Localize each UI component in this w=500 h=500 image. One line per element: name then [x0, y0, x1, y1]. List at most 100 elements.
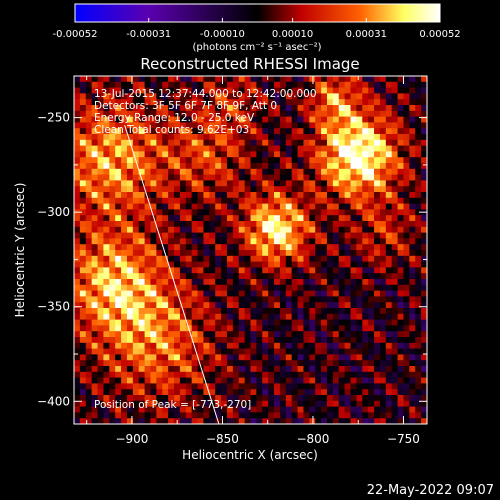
heatmap-cell [185, 174, 193, 181]
heatmap-cell [197, 296, 204, 303]
heatmap-cell [203, 261, 210, 268]
heatmap-cell [126, 360, 134, 367]
colorbar-ticks: -0.00052 -0.00031 -0.00010 0.00010 0.00031 0.… [53, 18, 461, 40]
heatmap-cell [97, 87, 104, 94]
heatmap-cell [103, 215, 110, 222]
heatmap-cell [244, 255, 251, 262]
heatmap-cell [156, 308, 163, 315]
heatmap-cell [132, 377, 140, 384]
heatmap-cell [250, 157, 257, 164]
heatmap-cell [279, 290, 287, 297]
heatmap-cell [238, 122, 246, 129]
heatmap-cell [191, 81, 198, 88]
heatmap-cell [232, 122, 240, 129]
heatmap-cell [279, 105, 287, 112]
heatmap-cell [226, 168, 234, 175]
heatmap-cell [279, 296, 287, 303]
heatmap-cell [356, 145, 363, 152]
heatmap-cell [74, 342, 81, 349]
heatmap-cell [332, 319, 340, 326]
heatmap-cell [203, 87, 210, 94]
heatmap-cell [203, 366, 210, 373]
colorbar-tick-label: 0.00031 [346, 29, 387, 40]
heatmap-cell [268, 313, 275, 320]
heatmap-cell [174, 377, 181, 384]
heatmap-cell [162, 360, 169, 367]
heatmap-cell [350, 192, 357, 199]
heatmap-cell [362, 197, 369, 204]
heatmap-cell [332, 163, 340, 170]
heatmap-cell [338, 406, 346, 413]
heatmap-cell [215, 302, 222, 309]
heatmap-cell [297, 412, 304, 419]
heatmap-cell [244, 186, 251, 193]
heatmap-cell [79, 412, 87, 419]
heatmap-cell [132, 279, 140, 286]
heatmap-cell [379, 93, 387, 100]
heatmap-cell [250, 296, 257, 303]
heatmap-cell [144, 192, 151, 199]
heatmap-cell [138, 400, 145, 407]
heatmap-cell [274, 105, 281, 112]
heatmap-cell [221, 244, 228, 251]
heatmap-cell [162, 209, 169, 216]
heatmap-cell [421, 157, 427, 164]
heatmap-cell [338, 319, 346, 326]
heatmap-cell [203, 105, 210, 112]
heatmap-cell [415, 116, 422, 123]
heatmap-cell [174, 395, 181, 402]
heatmap-cell [115, 163, 122, 170]
heatmap-cell [285, 389, 293, 396]
heatmap-cell [268, 371, 275, 378]
heatmap-cell [244, 99, 251, 106]
heatmap-cell [174, 93, 181, 100]
heatmap-cell [168, 273, 175, 280]
heatmap-cell [362, 93, 369, 100]
heatmap-cell [321, 139, 328, 146]
heatmap-cell [326, 412, 334, 419]
heatmap-cell [338, 151, 346, 158]
heatmap-cell [315, 122, 322, 129]
heatmap-cell [121, 163, 128, 170]
heatmap-cell [385, 244, 393, 251]
heatmap-cell [221, 99, 228, 106]
heatmap-cell [209, 331, 216, 338]
heatmap-cell [391, 244, 398, 251]
heatmap-cell [303, 284, 310, 291]
heatmap-cell [274, 412, 281, 419]
heatmap-cell [79, 377, 87, 384]
heatmap-cell [362, 87, 369, 94]
heatmap-cell [150, 342, 157, 349]
heatmap-cell [321, 261, 328, 268]
heatmap-cell [85, 209, 93, 216]
heatmap-cell [303, 186, 310, 193]
heatmap-cell [109, 116, 116, 123]
heatmap-cell [309, 81, 316, 88]
heatmap-cell [79, 122, 87, 129]
heatmap-cell [74, 116, 81, 123]
heatmap-cell [79, 418, 87, 424]
heatmap-cell [203, 418, 210, 424]
heatmap-cell [291, 366, 298, 373]
heatmap-cell [315, 174, 322, 181]
heatmap-cell [103, 273, 110, 280]
heatmap-cell [350, 105, 357, 112]
heatmap-cell [238, 325, 246, 332]
heatmap-cell [185, 366, 193, 373]
heatmap-cell [109, 331, 116, 338]
heatmap-cell [274, 250, 281, 257]
heatmap-cell [197, 261, 204, 268]
heatmap-cell [356, 331, 363, 338]
heatmap-cell [326, 395, 334, 402]
heatmap-cell [256, 87, 263, 94]
heatmap-cell [74, 157, 81, 164]
heatmap-cell [232, 261, 240, 268]
heatmap-cell [344, 105, 351, 112]
heatmap-cell [332, 221, 340, 228]
heatmap-cell [421, 412, 427, 419]
heatmap-cell [203, 151, 210, 158]
annotation-block: 13-Jul-2015 12:37:44.000 to 12:42:00.000… [94, 88, 317, 136]
heatmap-cell [97, 406, 104, 413]
heatmap-cell [274, 192, 281, 199]
heatmap-cell [315, 110, 322, 117]
